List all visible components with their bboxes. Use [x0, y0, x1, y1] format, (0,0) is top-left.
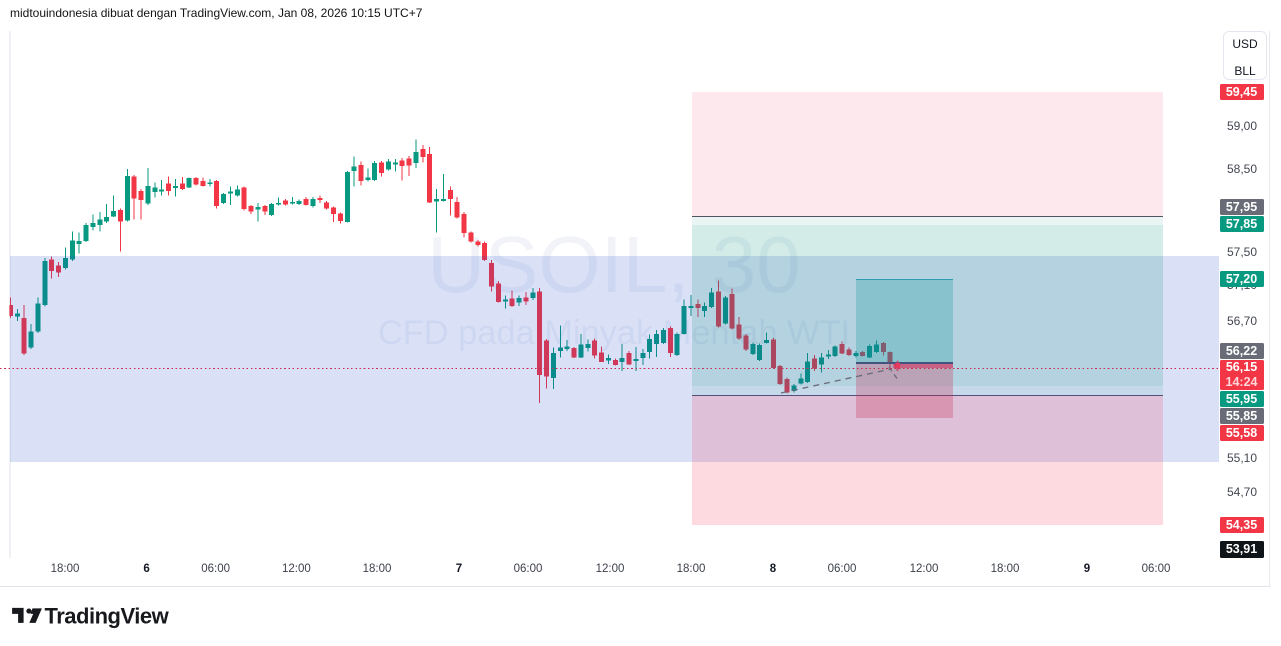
svg-text:TradingView: TradingView	[45, 603, 170, 628]
